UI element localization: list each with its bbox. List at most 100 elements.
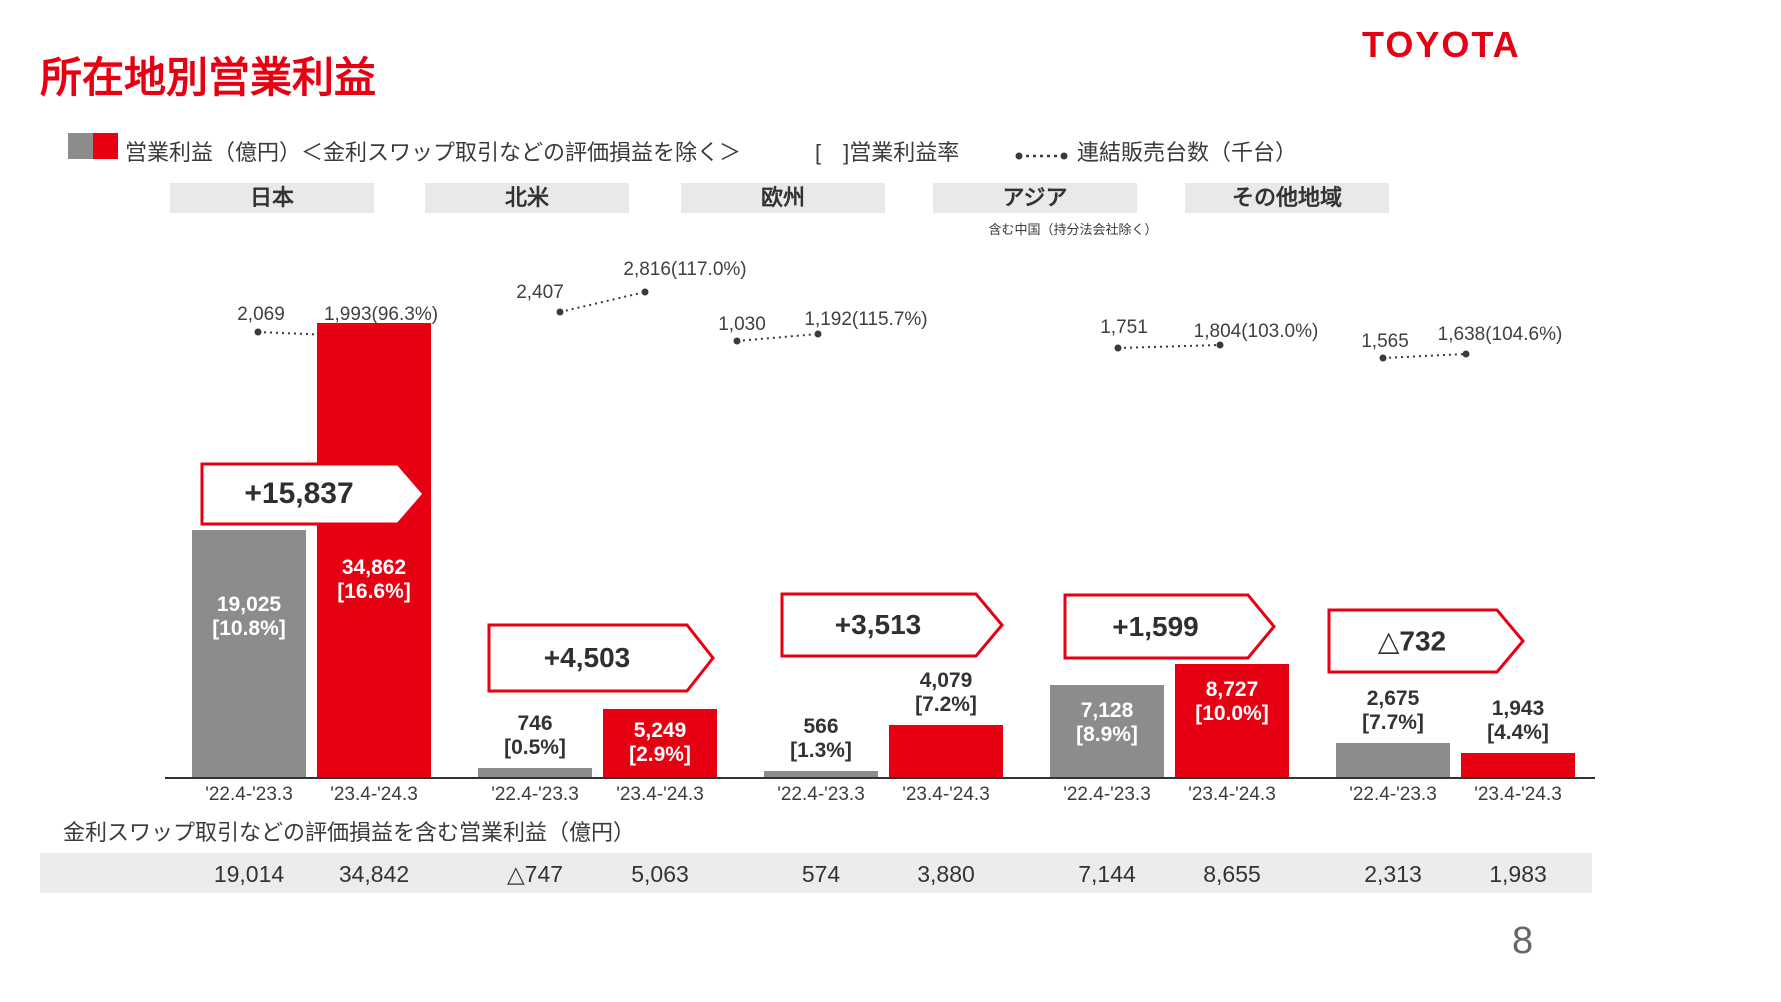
- vehicle-sales-curr: 1,804(103.0%): [1193, 321, 1319, 342]
- bar-curr: [603, 709, 717, 778]
- x-axis-label: '22.4-'23.3: [777, 784, 865, 805]
- change-callout: +4,503: [543, 642, 631, 673]
- legend-curr-year-swatch: [93, 133, 118, 159]
- change-callout: +15,837: [244, 477, 354, 510]
- bar-value-label: 746 [0.5%]: [504, 712, 566, 760]
- x-axis-label: '23.4-'24.3: [902, 784, 990, 805]
- operating-income-value: 19,025: [216, 593, 282, 616]
- bar-value-label: 8,727 [10.0%]: [1195, 678, 1269, 726]
- bar-prev: [1336, 743, 1450, 778]
- vehicle-sales-prev: 1,030: [718, 314, 766, 335]
- bar-value-label: 7,128 [8.9%]: [1076, 699, 1138, 747]
- operating-income-value: 746: [517, 712, 553, 735]
- region-header: アジア: [933, 183, 1137, 213]
- operating-margin-value: [8.9%]: [1076, 723, 1138, 746]
- bar-curr: [1175, 664, 1289, 778]
- x-axis-label: '23.4-'24.3: [616, 784, 704, 805]
- bar-curr: [1461, 753, 1575, 778]
- sales-trend-line-icon: [1379, 350, 1470, 362]
- operating-income-value: 4,079: [919, 669, 973, 692]
- bar-value-label: 4,079 [7.2%]: [915, 669, 977, 717]
- vehicle-sales-prev: 2,069: [237, 304, 285, 325]
- incl-swap-table-background: [40, 853, 1592, 893]
- region-header: その他地域: [1185, 183, 1389, 213]
- operating-margin-value: [1.3%]: [790, 739, 852, 762]
- legend-operating-income-label: 営業利益（億円）＜金利スワップ取引などの評価損益を除く＞: [125, 140, 742, 165]
- bar-value-label: 1,943 [4.4%]: [1487, 697, 1549, 745]
- bar-prev: [478, 768, 592, 778]
- region-header: 日本: [170, 183, 374, 213]
- vehicle-sales-curr: 1,993(96.3%): [323, 304, 439, 325]
- incl-swap-value: 19,014: [213, 861, 285, 887]
- operating-margin-value: [7.2%]: [915, 693, 977, 716]
- change-callout-shape: [1327, 608, 1525, 674]
- change-callout-shape: [780, 592, 1004, 658]
- operating-income-value: 7,128: [1080, 699, 1134, 722]
- change-callout-shape: [200, 462, 426, 526]
- change-callout: △732: [1377, 625, 1447, 657]
- incl-swap-value: 2,313: [1364, 861, 1422, 887]
- vehicle-sales-prev: 1,751: [1100, 317, 1148, 338]
- toyota-logo: TOYOTA: [1362, 24, 1521, 65]
- x-axis-label: '23.4-'24.3: [330, 784, 418, 805]
- vehicle-sales-curr: 1,638(104.6%): [1437, 324, 1563, 345]
- operating-income-value: 2,675: [1366, 687, 1420, 710]
- change-callout-shape: [487, 623, 715, 693]
- sales-trend-line-icon: [1114, 341, 1224, 352]
- bar-prev: [764, 771, 878, 778]
- operating-income-value: 8,727: [1205, 678, 1259, 701]
- incl-swap-value: 8,655: [1203, 861, 1261, 887]
- region-note: 含む中国（持分法会社除く）: [988, 222, 1158, 237]
- operating-margin-value: [16.6%]: [337, 580, 411, 603]
- bar-prev: [192, 530, 306, 778]
- operating-margin-value: [4.4%]: [1487, 721, 1549, 744]
- x-axis-label: '22.4-'23.3: [1349, 784, 1437, 805]
- vehicle-sales-prev: 1,565: [1361, 331, 1409, 352]
- incl-swap-value: 34,842: [338, 861, 410, 887]
- change-callout: +1,599: [1112, 610, 1199, 642]
- region-header: 欧州: [681, 183, 885, 213]
- x-axis-label: '22.4-'23.3: [205, 784, 293, 805]
- incl-swap-value: 7,144: [1078, 861, 1136, 887]
- page-number: 8: [1512, 920, 1534, 962]
- x-axis-label: '23.4-'24.3: [1474, 784, 1562, 805]
- incl-swap-value: 5,063: [631, 861, 689, 887]
- operating-margin-value: [10.8%]: [212, 617, 286, 640]
- legend-vehicle-sales-label: 連結販売台数（千台）: [1077, 140, 1298, 165]
- page-title: 所在地別営業利益: [40, 54, 377, 101]
- region-header: 北米: [425, 183, 629, 213]
- operating-income-value: 34,862: [341, 556, 407, 579]
- x-axis-label: '22.4-'23.3: [491, 784, 579, 805]
- operating-income-value: 1,943: [1491, 697, 1545, 720]
- incl-swap-value: 574: [801, 861, 841, 887]
- operating-margin-value: [2.9%]: [629, 743, 691, 766]
- incl-swap-value: 1,983: [1489, 861, 1547, 887]
- sales-trend-line-icon: [556, 288, 649, 316]
- operating-margin-value: [10.0%]: [1195, 702, 1269, 725]
- operating-income-value: 566: [803, 715, 839, 738]
- legend-operating-margin-label: [ ]営業利益率: [815, 140, 960, 165]
- vehicle-sales-curr: 1,192(115.7%): [804, 309, 928, 330]
- bar-value-label: 2,675 [7.7%]: [1362, 687, 1424, 735]
- x-axis-label: '23.4-'24.3: [1188, 784, 1276, 805]
- bar-value-label: 34,862 [16.6%]: [337, 556, 411, 604]
- bar-value-label: 566 [1.3%]: [790, 715, 852, 763]
- incl-swap-value: △747: [506, 861, 564, 887]
- operating-margin-value: [7.7%]: [1362, 711, 1424, 734]
- dotted-line-icon: [1015, 152, 1068, 160]
- sales-trend-line-icon: [733, 330, 822, 345]
- vehicle-sales-prev: 2,407: [516, 282, 564, 303]
- bar-curr: [317, 323, 431, 778]
- axis-line: [165, 777, 1595, 779]
- vehicle-sales-curr: 2,816(117.0%): [623, 259, 747, 280]
- operating-margin-value: [0.5%]: [504, 736, 566, 759]
- x-axis-label: '22.4-'23.3: [1063, 784, 1151, 805]
- legend-prev-year-swatch: [68, 133, 93, 159]
- bar-value-label: 19,025 [10.8%]: [212, 593, 286, 641]
- bar-curr: [889, 725, 1003, 778]
- bar-prev: [1050, 685, 1164, 778]
- change-callout: +3,513: [834, 609, 922, 640]
- incl-swap-value: 3,880: [917, 861, 975, 887]
- incl-swap-note: 金利スワップ取引などの評価損益を含む営業利益（億円）: [63, 820, 636, 845]
